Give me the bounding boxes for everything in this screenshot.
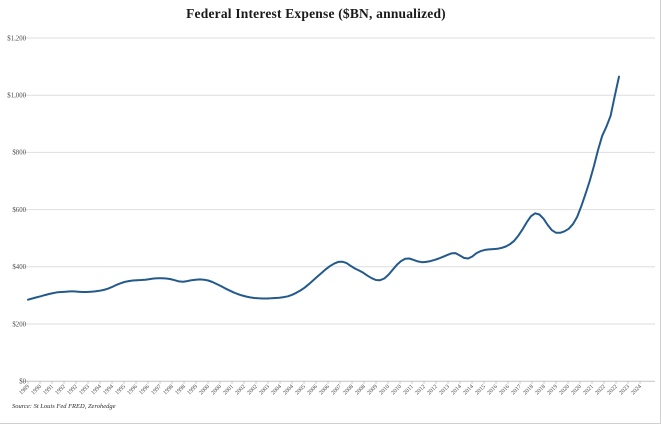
x-axis-tick-label: 1998 — [162, 384, 175, 397]
x-axis-tick-label: 2001 — [222, 384, 235, 397]
y-axis-tick-label: $0 — [19, 379, 26, 386]
x-axis-tick-label: 2019 — [546, 384, 559, 397]
y-axis-tick-label: $400 — [12, 264, 26, 271]
x-axis-tick-label: 2016 — [486, 384, 499, 397]
x-axis-tick-label: 2022 — [606, 384, 619, 397]
x-axis-tick-label: 1994 — [90, 384, 103, 397]
series-line-federal-interest-expense — [27, 75, 620, 301]
x-axis-tick-label: 2009 — [366, 384, 379, 397]
x-axis-tick-label: 2006 — [306, 384, 319, 397]
y-axis-tick-label: $200 — [12, 321, 26, 328]
x-axis-tick-label: 1993 — [78, 384, 91, 397]
x-axis-tick-label: 2002 — [234, 384, 247, 397]
x-axis-tick-label: 2008 — [342, 384, 355, 397]
source-note: Source: St Louis Fed FRED, Zerohedge — [12, 403, 116, 410]
x-axis-tick-label: 2018 — [522, 384, 535, 397]
x-axis-tick-label: 1995 — [114, 384, 127, 397]
x-axis-tick-label: 2011 — [403, 384, 415, 396]
x-axis-tick-label: 1991 — [42, 384, 55, 397]
x-axis-tick-label: 2003 — [258, 384, 271, 397]
x-axis-tick-label: 2000 — [210, 384, 223, 397]
chart-title: Federal Interest Expense ($BN, annualize… — [186, 6, 446, 21]
x-axis-tick-label: 2020 — [570, 384, 583, 397]
x-axis-tick-label: 2014 — [450, 384, 463, 397]
y-axis-tick-label: $800 — [12, 150, 26, 157]
x-axis-tick-label: 1996 — [126, 384, 139, 397]
x-axis-tick-label: 2010 — [378, 384, 391, 397]
x-axis-tick-label: 1996 — [138, 384, 151, 397]
x-axis-tick-label: 1994 — [102, 384, 115, 397]
x-axis-tick-label: 2010 — [390, 384, 403, 397]
x-axis-tick-label: 2007 — [330, 384, 343, 397]
x-axis-tick-label: 1999 — [186, 384, 199, 397]
x-axis-tick-label: 2012 — [414, 384, 427, 397]
x-axis-tick-label: 1990 — [30, 384, 43, 397]
x-axis-tick-label: 2018 — [534, 384, 547, 397]
x-axis-tick-label: 2022 — [594, 384, 607, 397]
x-axis-tick-label: 2017 — [510, 384, 523, 397]
x-axis-tick-label: 2013 — [438, 384, 451, 397]
x-axis-tick-label: 2023 — [618, 384, 631, 397]
x-axis-tick-label: 2021 — [582, 384, 595, 397]
x-axis-tick-label: 1992 — [54, 384, 67, 397]
x-axis-tick-label: 2004 — [270, 384, 283, 397]
x-axis-tick-label: 1998 — [174, 384, 187, 397]
x-axis-tick-label: 2000 — [198, 384, 211, 397]
y-axis-tick-label: $600 — [12, 207, 26, 214]
x-axis-tick-label: 2005 — [294, 384, 307, 397]
x-axis-tick-label: 1992 — [66, 384, 79, 397]
y-axis-tick-label: $1,000 — [7, 93, 26, 100]
x-axis-tick-label: 2006 — [318, 384, 331, 397]
y-axis-tick-label: $1,200 — [7, 35, 26, 42]
x-axis-tick-label: 2016 — [498, 384, 511, 397]
x-axis-tick-label: 2002 — [246, 384, 259, 397]
x-axis-tick-label: 2014 — [462, 384, 475, 397]
x-axis-tick-label: 2008 — [354, 384, 367, 397]
x-axis-tick-label: 1989 — [18, 384, 31, 397]
x-axis-tick-label: 2004 — [282, 384, 295, 397]
x-axis-tick-label: 2020 — [558, 384, 571, 397]
x-axis-tick-label: 2015 — [474, 384, 487, 397]
x-axis-tick-label: 1997 — [150, 384, 163, 397]
x-axis-tick-label: 2012 — [426, 384, 439, 397]
x-axis-tick-label: 2024 — [630, 384, 643, 397]
